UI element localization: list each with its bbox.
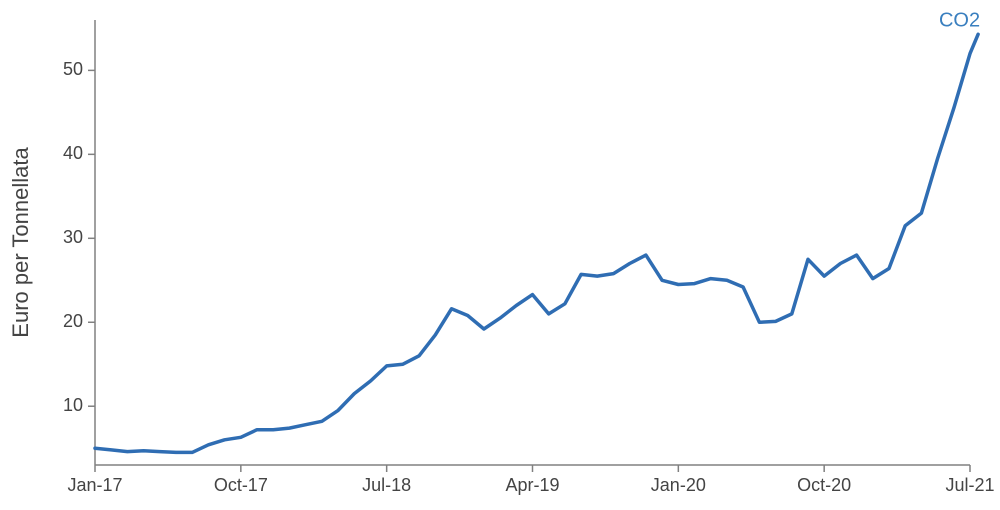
- x-tick-label: Oct-17: [214, 475, 268, 495]
- x-tick-label: Oct-20: [797, 475, 851, 495]
- co2-series-line: [95, 34, 978, 452]
- y-tick-label: 50: [63, 59, 83, 79]
- y-tick-label: 20: [63, 311, 83, 331]
- x-tick-label: Jan-20: [651, 475, 706, 495]
- y-axis-title: Euro per Tonnellata: [8, 147, 33, 338]
- y-tick-label: 40: [63, 143, 83, 163]
- line-chart: 10 20 30 40 50 Jan-17 Oct-17 Jul-18 Apr-19 Jan-20…: [0, 0, 1000, 510]
- y-tick-label: 30: [63, 227, 83, 247]
- x-tick-label: Jul-18: [362, 475, 411, 495]
- x-tick-label: Jul-21: [945, 475, 994, 495]
- x-tick-label: Jan-17: [67, 475, 122, 495]
- y-tick-label: 10: [63, 395, 83, 415]
- series-label: CO2: [939, 9, 980, 31]
- x-tick-label: Apr-19: [505, 475, 559, 495]
